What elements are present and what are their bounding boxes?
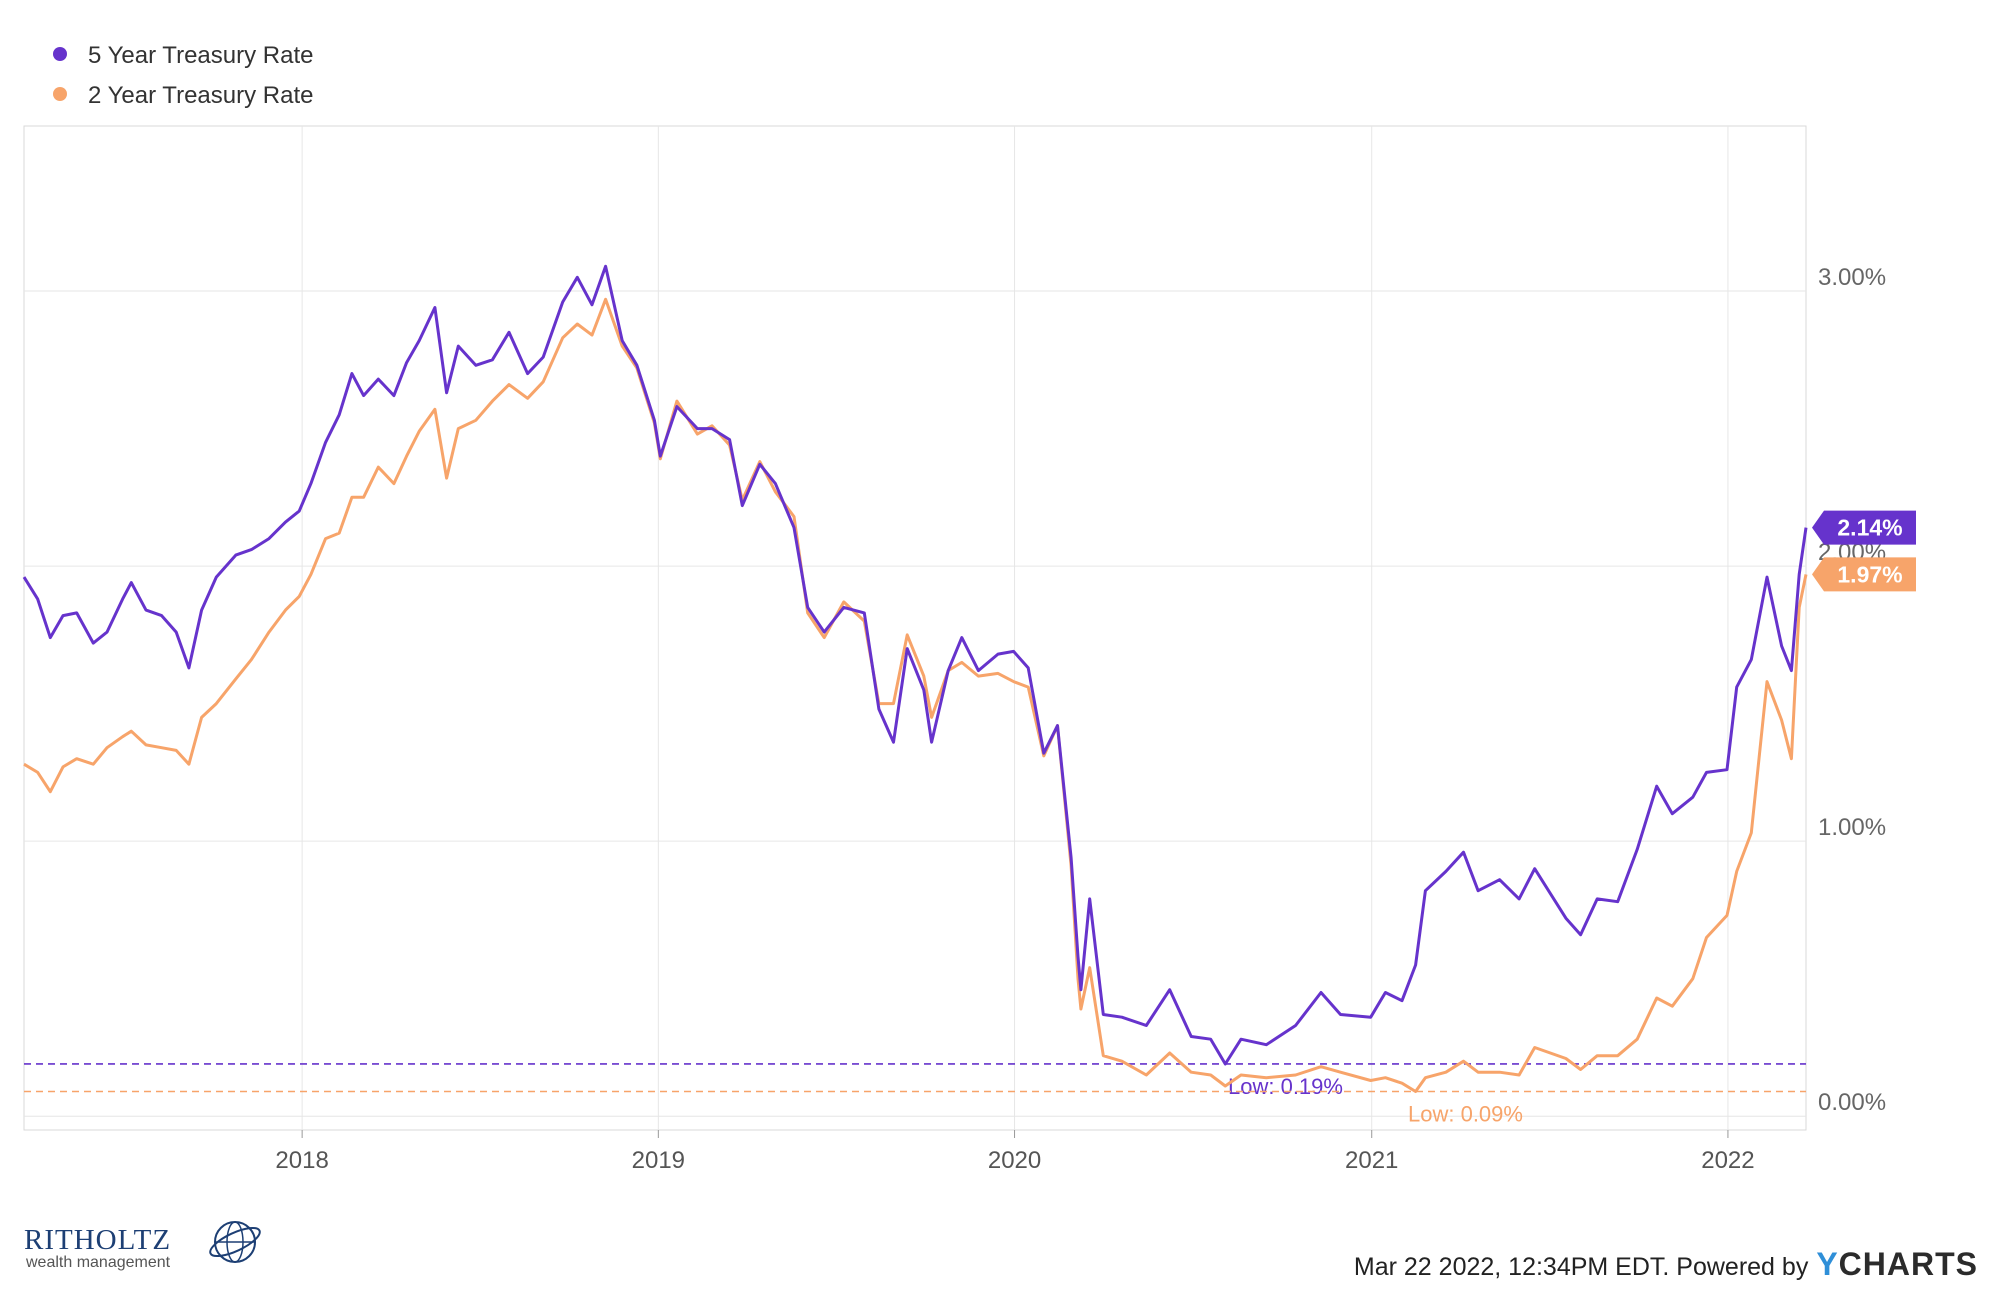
legend-label: 2 Year Treasury Rate: [88, 82, 313, 109]
end-value-label: 1.97%: [1837, 561, 1902, 587]
y-tick-label: 3.00%: [1818, 264, 1886, 291]
legend-marker: [53, 47, 67, 61]
x-tick-label: 2019: [632, 1147, 685, 1174]
ycharts-logo-text: CHARTS: [1838, 1246, 1978, 1282]
x-tick-label: 2018: [275, 1147, 328, 1174]
end-value-label: 2.14%: [1837, 515, 1902, 541]
globe-icon: [209, 1221, 261, 1263]
footer-credit: Mar 22 2022, 12:34PM EDT. Powered by YCH…: [1354, 1246, 1978, 1283]
x-tick-label: 2020: [988, 1147, 1041, 1174]
timestamp-text: Mar 22 2022, 12:34PM EDT. Powered by: [1353, 1253, 1809, 1281]
plot-frame: [23, 125, 1807, 1131]
y-axis: 0.00%1.00%2.00%3.00%: [1818, 264, 1886, 1116]
low-lines: Low: 0.19% Low: 0.09%: [24, 1063, 1806, 1126]
y-tick-label: 1.00%: [1818, 814, 1886, 841]
end-value-flag: [1812, 557, 1916, 592]
logo-wordmark: RITHOLTZ: [24, 1224, 172, 1256]
legend: 5 Year Treasury Rate 2 Year Treasury Rate: [53, 42, 313, 109]
x-axis: 2018 2019 2020 2021 2022: [275, 1130, 1755, 1174]
x-tick-label: 2022: [1701, 1147, 1754, 1174]
legend-label: 5 Year Treasury Rate: [88, 42, 313, 69]
legend-marker: [53, 87, 67, 101]
series-line: [23, 297, 1808, 1093]
end-value-labels: 2.14% 1.97%: [1812, 510, 1916, 592]
series-line: [22, 264, 1808, 1066]
low-label: Low: 0.09%: [1408, 1101, 1523, 1126]
y-tick-label: 0.00%: [1818, 1089, 1886, 1116]
series-layer: [22, 264, 1808, 1093]
end-value-flag: [1812, 510, 1916, 545]
ycharts-logo-y: Y: [1816, 1246, 1839, 1282]
logo-subtitle: wealth management: [26, 1254, 171, 1271]
grid: [24, 126, 1806, 1130]
ycharts-logo[interactable]: YCHARTS: [1816, 1246, 1978, 1283]
x-tick-label: 2021: [1345, 1147, 1398, 1174]
ritholtz-logo: RITHOLTZ wealth management: [24, 1220, 264, 1272]
plot-area: [23, 125, 1807, 1131]
low-label: Low: 0.19%: [1228, 1074, 1343, 1099]
